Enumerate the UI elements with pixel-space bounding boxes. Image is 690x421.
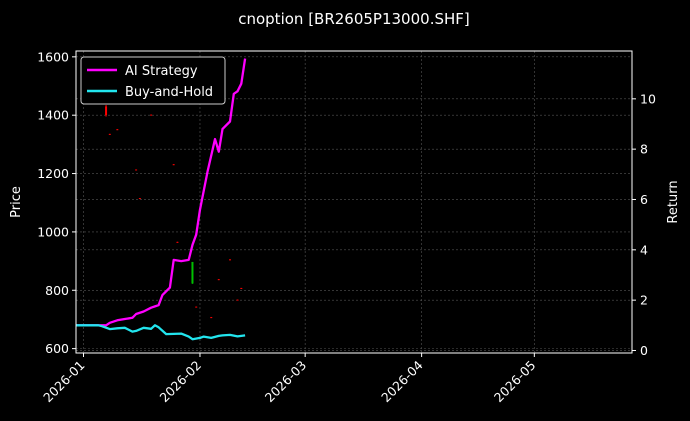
candle-body [236,299,239,301]
y2-tick-label: 0 [640,343,648,358]
candle-body [108,133,111,135]
y2-tick-label: 4 [640,242,648,257]
y-tick-label: 1000 [37,224,69,239]
y-tick-label: 800 [45,283,69,298]
y-tick-label: 1600 [37,49,69,64]
x-axis: 2026-01 2026-02 2026-03 2026-04 2026-05 [40,353,538,405]
candle-body [191,261,194,284]
y-axis-return: 0 2 4 6 8 10 [632,91,656,358]
series-lines [76,58,247,341]
legend-bh-label: Buy-and-Hold [125,85,213,100]
y2-tick-label: 6 [640,192,648,207]
plot-frame [75,50,633,354]
x-tick-label: 2026-02 [157,358,205,406]
candle-body [176,241,179,243]
series-line-buy-and-hold [76,324,246,341]
x-tick-label: 2026-04 [378,357,426,405]
legend: AI Strategy Buy-and-Hold [80,56,226,105]
y-tick-label: 600 [45,341,69,356]
candle-body [116,129,119,131]
series-line-ai-strategy [76,58,247,327]
y2-tick-label: 10 [640,91,656,106]
y2-tick-label: 8 [640,142,648,157]
y-axis-label: Price [9,186,24,218]
candles [105,104,243,319]
candle-body [240,287,243,289]
legend-ai-label: AI Strategy [125,64,198,79]
candle-body [210,317,213,319]
candle-body [217,279,220,281]
x-tick-label: 2026-01 [40,358,88,406]
y2-axis-label: Return [666,180,681,223]
candle-body [135,169,138,171]
candle-body [195,306,198,308]
candle-body [138,198,141,200]
x-tick-label: 2026-03 [262,358,310,406]
candle-body [229,259,232,261]
y2-tick-label: 2 [640,293,648,308]
y-axis-price: 600 800 1000 1200 1400 1600 [37,49,76,356]
candle-body [150,114,153,116]
candle-body [105,106,108,116]
x-tick-label: 2026-05 [491,358,539,406]
y-tick-label: 1200 [37,166,69,181]
grid [76,51,632,353]
candle-body [172,164,175,166]
chart-title: cnoption [BR2605P13000.SHF] [238,10,470,28]
y-tick-label: 1400 [37,108,69,123]
